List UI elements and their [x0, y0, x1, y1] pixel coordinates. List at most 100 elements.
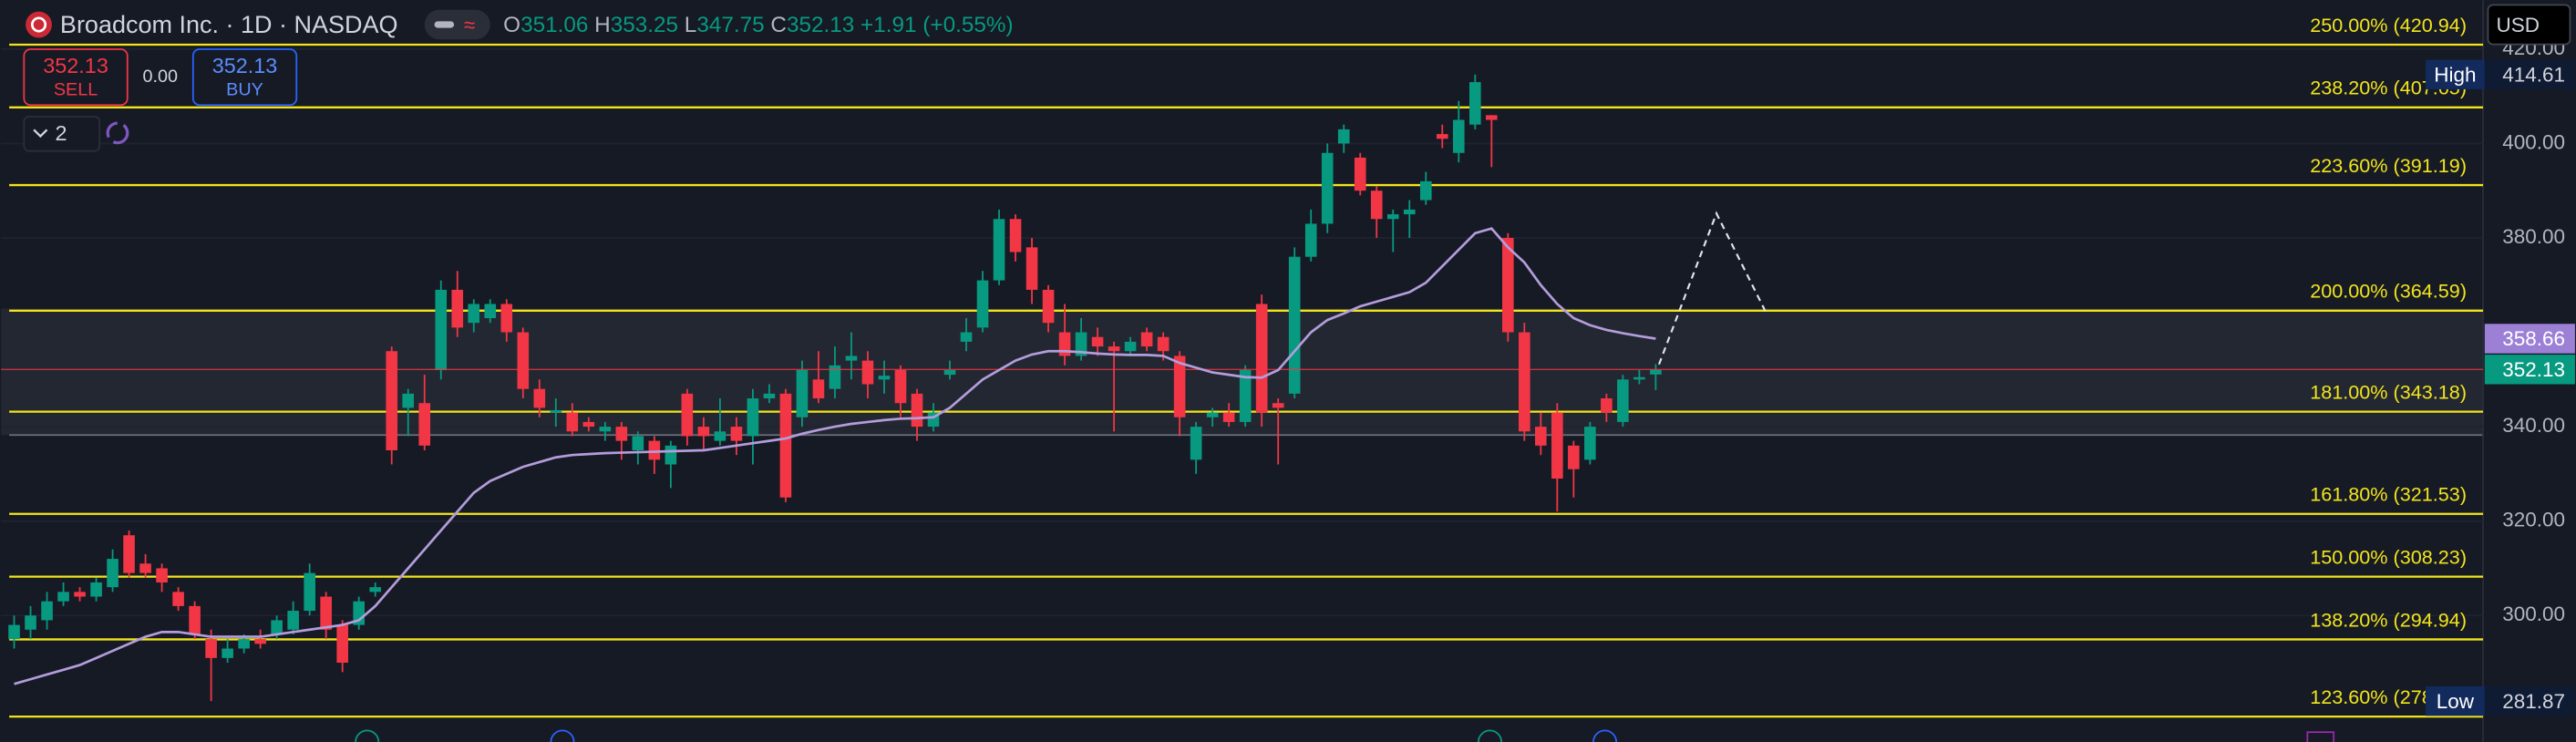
event-marker[interactable]	[1592, 729, 1618, 742]
candle-body	[1551, 412, 1563, 479]
low-price-box	[2484, 685, 2575, 716]
candle-body	[107, 559, 118, 588]
spread: 0.00	[143, 67, 179, 87]
candle-body	[665, 445, 677, 465]
candle-body	[500, 304, 513, 333]
sync-icon[interactable]	[106, 121, 129, 145]
candle-body	[1173, 356, 1186, 417]
candle-body	[1436, 134, 1448, 139]
candle-body	[1535, 427, 1547, 446]
buy-price: 352.13	[212, 54, 278, 77]
event-marker[interactable]	[550, 729, 575, 742]
candle-body	[1304, 223, 1317, 257]
candle-body	[139, 563, 151, 573]
candle-body	[1354, 157, 1366, 191]
candle-body	[566, 412, 579, 432]
candle-body	[960, 332, 973, 342]
candle-body	[238, 639, 250, 649]
candle-body	[304, 572, 315, 612]
y-tick-label: 380.00	[2502, 225, 2565, 248]
candle-body	[1009, 219, 1022, 252]
candle-body	[1239, 369, 1252, 422]
candle-body	[1190, 427, 1202, 460]
candle-body	[550, 409, 562, 413]
candle-body	[1468, 82, 1481, 125]
candle-body	[1568, 445, 1580, 469]
candle-body	[993, 219, 1005, 281]
ohlc-value: 351.06	[520, 13, 588, 37]
candle-body	[812, 379, 825, 399]
low-tag-label: Low	[2437, 690, 2475, 713]
candle-body	[1288, 256, 1301, 394]
indicators-count: 2	[56, 121, 67, 145]
candle-body	[156, 568, 168, 582]
ohlc-value: 352.13	[787, 13, 854, 37]
candle-body	[1140, 332, 1153, 347]
indicators-toggle[interactable]	[23, 115, 101, 152]
change: +1.91 (+0.55%)	[860, 13, 1013, 37]
y-tick-label: 340.00	[2502, 414, 2565, 437]
symbol[interactable]: Broadcom Inc. · 1D · NASDAQ	[60, 11, 398, 38]
y-tick-label: 400.00	[2502, 130, 2565, 153]
candle-body	[1337, 129, 1350, 144]
candle-body	[976, 280, 989, 328]
candle-body	[435, 289, 448, 370]
candle-body	[615, 427, 628, 441]
candle-body	[796, 369, 809, 417]
candle-body	[697, 427, 710, 437]
event-marker[interactable]	[2306, 731, 2335, 742]
ohlc-label: L	[685, 13, 697, 37]
candle-body	[1650, 369, 1662, 375]
candle-body	[74, 592, 86, 597]
buy-button[interactable]	[191, 48, 298, 107]
candle-body	[123, 535, 135, 573]
candle-body	[1519, 332, 1530, 432]
event-marker[interactable]	[1478, 729, 1503, 742]
candle-body	[90, 582, 102, 597]
candle-body	[205, 639, 217, 658]
candle-body	[1502, 237, 1514, 333]
fib-label: 138.20% (294.94)	[2310, 608, 2467, 631]
candle-body	[763, 393, 776, 399]
ohlc-value: 353.25	[611, 13, 678, 37]
candle-body	[1633, 376, 1645, 380]
ma-price-label: 358.66	[2502, 327, 2565, 350]
candle-body	[1452, 119, 1465, 153]
candle-body	[1486, 115, 1498, 120]
candle-body	[1403, 209, 1416, 215]
candle-body	[1157, 336, 1170, 352]
candle-body	[829, 365, 841, 389]
candle-body	[911, 393, 923, 428]
candle-body	[1584, 427, 1596, 460]
status-icon	[434, 21, 455, 28]
candle-body	[648, 440, 661, 460]
logo-mark	[30, 16, 47, 33]
ohlc-label: H	[594, 13, 611, 37]
candle-body	[189, 605, 201, 634]
fib-label: 161.80% (321.53)	[2310, 483, 2467, 506]
status-pill[interactable]	[424, 9, 490, 40]
candle-body	[861, 360, 874, 385]
candle-body	[222, 648, 233, 658]
ohlc-value: 347.75	[696, 13, 764, 37]
candle-body	[730, 427, 743, 441]
sell-button[interactable]	[23, 48, 129, 107]
candle-body	[1206, 412, 1219, 417]
last-price-label: 352.13	[2502, 358, 2565, 381]
fib-label: 181.00% (343.18)	[2310, 381, 2467, 404]
chevron-icon	[33, 129, 48, 139]
fib-label: 250.00% (420.94)	[2310, 14, 2467, 36]
sell-price: 352.13	[43, 54, 108, 77]
ohlc-label: C	[770, 13, 787, 37]
candle-body	[878, 376, 891, 380]
candle-body	[1617, 379, 1629, 422]
candle-body	[25, 615, 36, 630]
event-marker[interactable]	[355, 729, 380, 742]
currency[interactable]: USD	[2496, 14, 2540, 36]
candle-body	[8, 624, 20, 640]
candle-body	[714, 431, 726, 441]
low-price-label: 281.87	[2502, 690, 2565, 713]
candle-body	[1025, 247, 1038, 290]
